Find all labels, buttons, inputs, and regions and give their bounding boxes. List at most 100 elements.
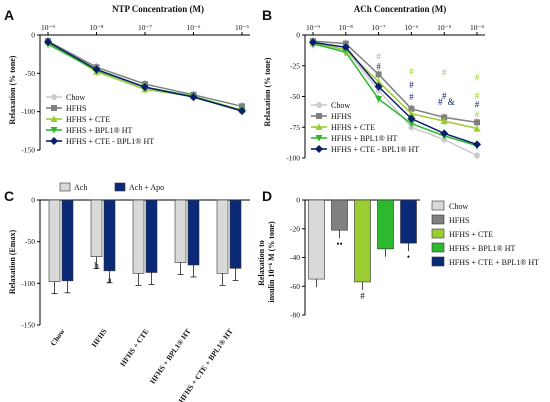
panel-b-x-tick-label: 10⁻⁹ [306,23,320,32]
panel-d-y-tick-label: -60 [290,282,300,291]
panel-a-legend-swatch-marker [50,127,58,134]
panel-d-bar [377,199,394,250]
panel-b-legend-swatch-marker [315,135,323,142]
panel-a-ylabel: Relaxation (% tone) [8,55,17,124]
panel-b-data-point [309,38,317,47]
panel-a-y-tick-label: -100 [21,107,35,116]
panel-b-x-tick-label: 10⁻⁸ [339,23,353,32]
panel-a-y-tick-label: -150 [21,146,35,155]
panel-a-x-tick-label: 10⁻⁸ [89,23,103,32]
panel-b-significance-mark: # [409,80,414,90]
panel-c-legend-swatch [59,182,71,192]
panel-d-bar [400,199,417,244]
panel-b-data-point [375,95,383,103]
panel-a-y-tick-label: 0 [31,31,35,40]
panel-a-y-tick-label: -50 [25,69,35,78]
panel-b-data-point [375,71,382,78]
panel-a-data-point [238,106,246,115]
panel-c-letter: C [4,188,14,204]
panel-d-y-tick-label: -40 [290,253,300,262]
panel-a-data-point [44,37,52,46]
panel-d-legend-label: HFHS [449,216,469,225]
panel-c-category-label: Chow [49,327,67,348]
panel-b-series-line [312,40,478,124]
panel-d-ylabel-line1: Relaxation to [257,240,266,286]
panel-b-data-point [342,49,350,56]
panel-a-legend-label: HFHS + CTE - BPL1® HT [66,137,154,146]
panel-b-significance-mark: # [344,48,349,58]
panel-c-bar-chart: Relaxation (Emax) 0 -50 -100 -150 Chow HFHS HF… [8,182,250,402]
panel-a-legend-label: HFHS [66,104,86,113]
panel-d-ylabel-line2: insulin 10⁻⁶ M (% tone) [267,221,276,303]
panel-b-data-point [374,82,383,91]
panel-c-bar [145,199,158,273]
panel-c-y-tick-label: -150 [21,321,35,330]
panel-b-ylabel: Relaxation (% tone) [263,57,272,126]
panel-d-legend-swatch [431,200,445,211]
panel-c-category-label: HFHS [90,327,109,349]
panel-d-bar [331,199,348,231]
panel-b-x-tick-label: 10⁻⁴ [470,23,484,32]
panel-b-y-tick-label: -25 [290,61,300,70]
panel-b-significance-mark: # [438,97,443,107]
panel-b-data-point [473,140,481,149]
panel-a-legend-label: HFHS + BPL1® HT [66,126,132,135]
panel-b-significance-mark: # [376,52,381,62]
panel-b-data-point [375,78,383,85]
panel-c-bar [216,199,229,274]
panel-c-category-label: HFHS + CTE [118,327,151,368]
panel-b-significance-mark: # [475,73,480,83]
panel-a-x-tick-label: 10⁻⁷ [138,23,152,32]
panel-b-legend-label: Chow [331,101,350,110]
panel-d-bar [354,199,371,283]
panel-c-bar [103,199,116,272]
panel-b-data-point [473,124,481,132]
panel-c-bar [187,199,200,266]
panel-d-ylabel: Relaxation to insulin 10⁻⁶ M (% tone) [257,221,276,303]
panel-c-y-tick-label: -100 [21,279,35,288]
panel-a-x-tick-label: 10⁻⁶ [186,23,200,32]
panel-a-legend-swatch-marker [50,115,58,122]
panel-b-legend-swatch-marker [315,123,323,130]
panel-b-significance-mark: # [442,91,447,101]
panel-c-bar [90,199,103,257]
panel-a-legend-label: Chow [66,93,85,102]
panel-d-bar-chart: Relaxation to insulin 10⁻⁶ M (% tone) 0 -… [257,196,539,320]
panel-a-x-tick-label: 10⁻⁵ [235,23,249,32]
panel-d-y-tick-label: -80 [290,311,300,320]
panel-d-legend-label: HFHS + CTE [449,230,493,239]
panel-d-legend-swatch [431,214,445,225]
panel-b-data-point [407,120,415,128]
panel-b-significance-mark: # [376,61,381,71]
panel-b-significance-mark: # [442,68,447,78]
panel-d-legend-swatch [431,242,445,253]
panel-d-legend-label: HFHS + BPL1® HT [449,244,515,253]
panel-a-letter: A [4,7,14,23]
panel-c-ylabel: Relaxation (Emax) [8,230,17,295]
panel-b-significance-mark: # [409,92,414,102]
panel-d-significance-mark: # [360,291,365,301]
panel-b-data-point [408,105,415,112]
panel-b-legend-label: HFHS + BPL1® HT [331,134,397,143]
panel-d-legend-swatch [431,228,445,239]
panel-a-legend-label: HFHS + CTE [66,115,110,124]
panel-d-legend-label: Chow [449,202,468,211]
panel-b-data-point [341,43,350,52]
panel-b-data-point [474,119,480,126]
panel-c-legend-label: Ach [74,183,87,192]
panel-b-data-point [440,117,448,125]
panel-b-legend-swatch-marker [315,145,323,153]
panel-b-y-tick-label: -100 [286,154,300,163]
panel-c-bar [61,199,74,282]
panel-a-legend-swatch-marker [51,94,57,100]
panel-c-y-tick-label: 0 [31,196,35,205]
panel-a-x-tick-label: 10⁻⁹ [41,23,55,32]
panel-d-y-tick-label: 0 [296,196,300,205]
panel-c-bar [174,199,187,263]
panel-b-legend-label: HFHS + CTE [331,123,375,132]
panel-b-series-line [312,41,478,130]
panel-c-bar [48,199,61,282]
panel-b-significance-mark: # [475,109,480,119]
panel-a-line-chart: NTP Concentration (M) Relaxation (% tone… [8,4,250,155]
panel-c-significance-mark: a [108,275,112,285]
